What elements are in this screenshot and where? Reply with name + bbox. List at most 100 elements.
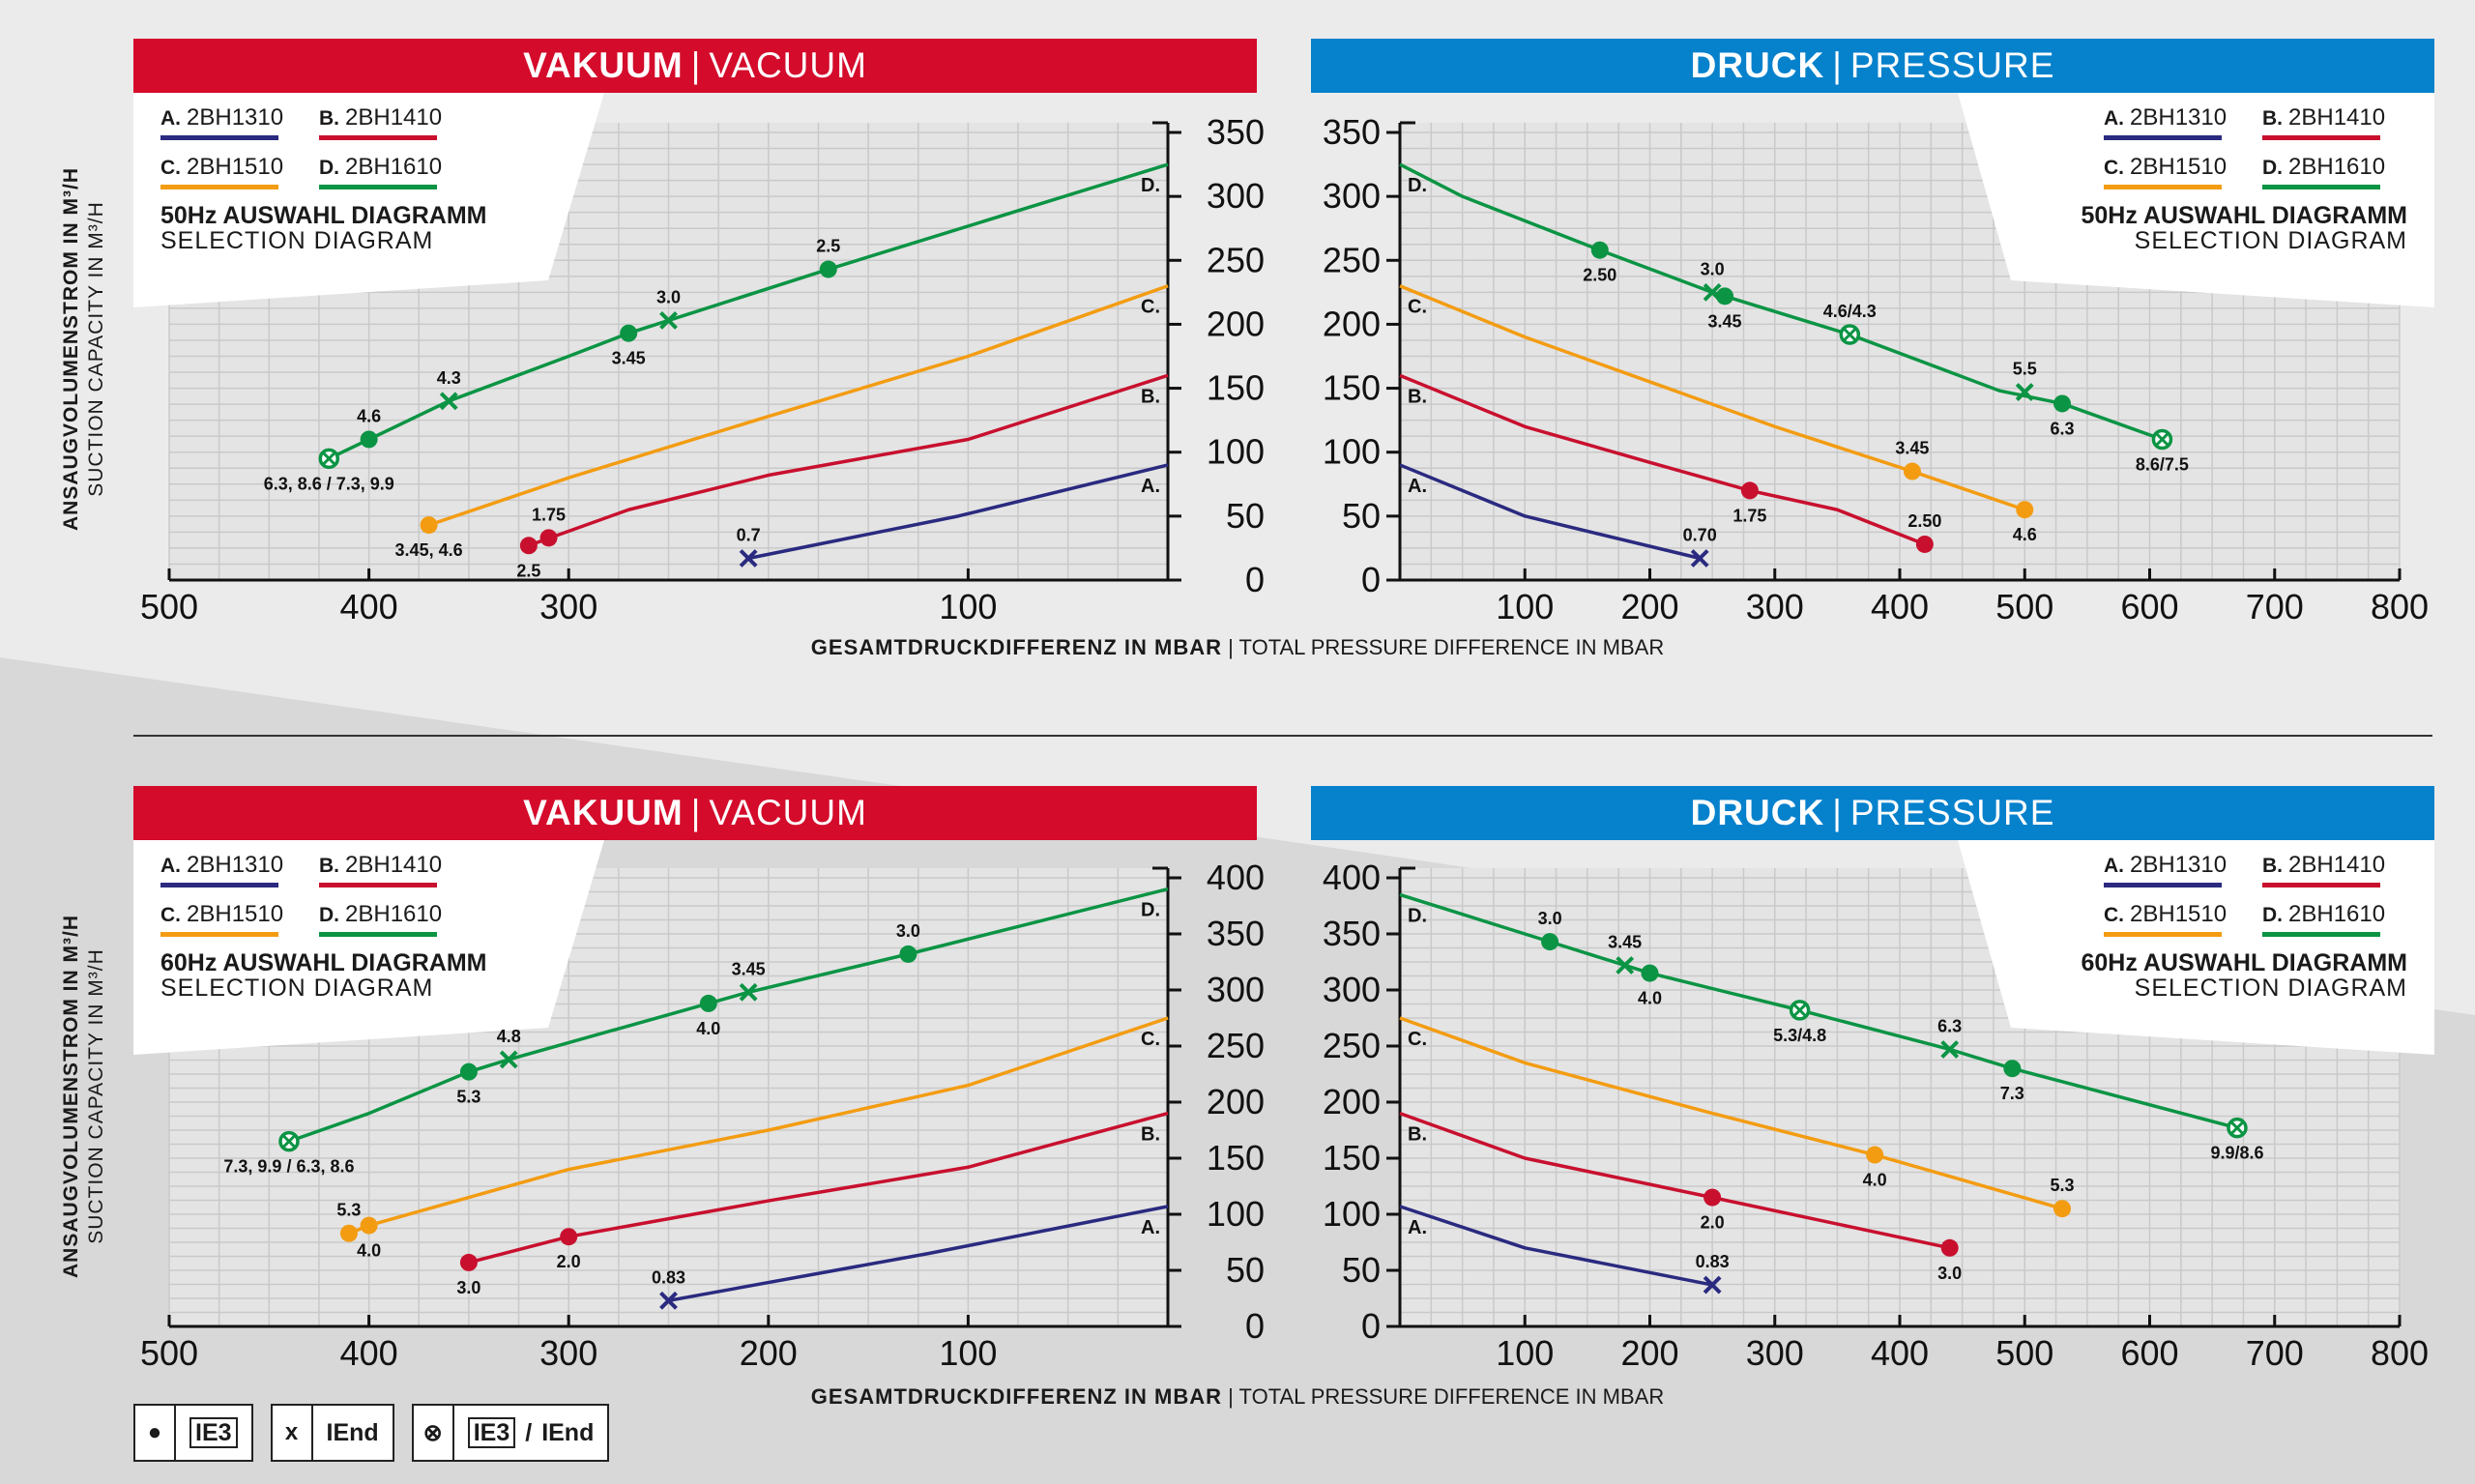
x-tick-label: 100	[939, 1333, 997, 1373]
x-tick-label: 500	[1995, 1333, 2053, 1373]
marker-label: 0.83	[652, 1267, 685, 1287]
marker-label: 0.70	[1683, 526, 1717, 545]
chart-vac60: 500 400 300 200 100 0 50 100 150 200 250 300 350 400 A…	[133, 840, 1265, 1373]
pressure-header-60: DRUCK | PRESSURE	[1311, 786, 2434, 840]
y-tick-label: 200	[1323, 1082, 1381, 1121]
series-line-c	[428, 284, 1169, 527]
marker-label: 2.0	[1701, 1213, 1725, 1233]
legend-vacuum-60: A. 2BH1310 B. 2BH1410 C. 2BH1510 D. 2BH1610 …	[160, 852, 567, 1001]
x-tick-label: 600	[2120, 587, 2178, 626]
marker-label: 4.0	[357, 1241, 381, 1261]
y-tick-label: 50	[1226, 1250, 1265, 1290]
series-line-b	[1399, 373, 1926, 546]
legend-subtitle: SELECTION DIAGRAM	[2134, 975, 2407, 1002]
x-tick-label: 100	[1496, 1333, 1554, 1373]
marker-x	[659, 1291, 678, 1310]
x-tick-label: 300	[539, 1333, 597, 1373]
section-divider	[133, 735, 2432, 737]
legend-title: 50Hz AUSWAHL DIAGRAMM	[160, 202, 487, 229]
y-tick-label: 200	[1207, 1082, 1265, 1121]
marker-label: 4.6	[2013, 525, 2037, 544]
legend-title: 60Hz AUSWAHL DIAGRAMM	[160, 949, 487, 976]
y-tick-label: 0	[1245, 1306, 1265, 1346]
marker-circled-x-cross	[2155, 432, 2169, 447]
marker-dot	[1541, 933, 1559, 951]
y-tick-label: 300	[1207, 176, 1265, 216]
legend-item-d: D. 2BH1610	[319, 901, 464, 937]
marker-x	[1703, 1275, 1722, 1295]
marker-label: 3.45, 4.6	[395, 540, 463, 560]
marker-dot	[339, 1224, 358, 1242]
series-end-label-b: B.	[1408, 386, 1427, 407]
marker-dot	[2053, 1200, 2072, 1218]
y-tick-label: 350	[1207, 112, 1265, 152]
y-tick-label: 150	[1323, 1138, 1381, 1178]
y-tick-label: 250	[1207, 240, 1265, 279]
y-tick-label: 200	[1207, 304, 1265, 343]
series-line-a	[747, 463, 1169, 561]
series-end-label-d: D.	[1408, 175, 1427, 196]
marker-label: 2.50	[1583, 266, 1616, 285]
vacuum-header-60: VAKUUM | VACUUM	[133, 786, 1257, 840]
marker-label: 7.3	[2000, 1084, 2024, 1103]
x-mark-icon: x	[273, 1406, 313, 1460]
series-line-a	[1399, 463, 1701, 561]
dot-icon: ●	[135, 1406, 176, 1460]
y-tick-label: 400	[1323, 858, 1381, 897]
marker-dot	[1703, 1188, 1722, 1207]
marker-x	[739, 549, 758, 567]
series-end-label-d: D.	[1408, 905, 1427, 926]
marker-dot	[1903, 462, 1921, 480]
y-tick-label: 300	[1323, 970, 1381, 1009]
marker-x	[439, 392, 458, 411]
legend-vacuum-50: A. 2BH1310 B. 2BH1410 C. 2BH1510 D. 2BH1610 …	[160, 104, 567, 253]
x-tick-label: 300	[539, 587, 597, 626]
marker-dot	[899, 945, 917, 963]
x-tick-label: 400	[1871, 587, 1929, 626]
y-tick-label: 300	[1207, 970, 1265, 1009]
marker-label: 3.0	[656, 287, 681, 306]
marker-label: 3.0	[896, 921, 920, 941]
series-end-label-d: D.	[1141, 175, 1160, 196]
marker-x	[1616, 956, 1635, 975]
series-end-label-d: D.	[1141, 900, 1160, 921]
y-tick-label: 150	[1207, 1138, 1265, 1178]
y-tick-label: 50	[1342, 1250, 1381, 1290]
y-tick-label: 200	[1323, 304, 1381, 343]
legend-item-c: C. 2BH1510	[2104, 901, 2249, 937]
legend-item-c: C. 2BH1510	[160, 154, 306, 189]
legend-subtitle: SELECTION DIAGRAM	[160, 975, 434, 1002]
legend-title: 50Hz AUSWAHL DIAGRAMM	[2081, 202, 2407, 229]
x-tick-label: 400	[1871, 1333, 1929, 1373]
y-tick-label: 0	[1245, 560, 1265, 599]
pressure-header-50: DRUCK | PRESSURE	[1311, 39, 2434, 93]
y-tick-label: 300	[1323, 176, 1381, 216]
series-line-b	[528, 373, 1169, 547]
marker-dot	[2016, 501, 2034, 519]
marker-dot	[519, 537, 538, 555]
series-end-label-a: A.	[1408, 476, 1427, 497]
series-end-label-c: C.	[1141, 1029, 1160, 1050]
marker-label: 2.0	[557, 1252, 581, 1271]
marker-label: 7.3, 9.9 / 6.3, 8.6	[223, 1157, 354, 1177]
marker-x	[2015, 383, 2034, 401]
marker-dot	[360, 1216, 378, 1235]
marker-label: 2.50	[1907, 511, 1941, 531]
y-tick-label: 100	[1207, 1194, 1265, 1234]
series-end-label-c: C.	[1408, 1029, 1427, 1050]
legend-pressure-50: A. 2BH1310 B. 2BH1410 C. 2BH1510 D. 2BH1610 …	[2001, 104, 2407, 253]
series-line-b	[1399, 1111, 1951, 1250]
marker-label: 3.45	[1895, 439, 1929, 458]
marker-label: 6.3, 8.6 / 7.3, 9.9	[264, 474, 394, 493]
y-tick-label: 150	[1207, 368, 1265, 408]
x-axis-label-50: GESAMTDRUCKDIFFERENZ IN MBAR | TOTAL PRE…	[810, 635, 1665, 659]
marker-label: 4.0	[1863, 1171, 1887, 1190]
marker-circled-x-cross	[322, 451, 336, 466]
x-tick-label: 400	[340, 587, 398, 626]
legend-item-a: A. 2BH1310	[2104, 852, 2249, 887]
legend-subtitle: SELECTION DIAGRAM	[2134, 227, 2407, 254]
marker-label: 3.0	[1701, 259, 1725, 278]
series-line-c	[1399, 1016, 2063, 1210]
y-tick-label: 100	[1323, 432, 1381, 472]
